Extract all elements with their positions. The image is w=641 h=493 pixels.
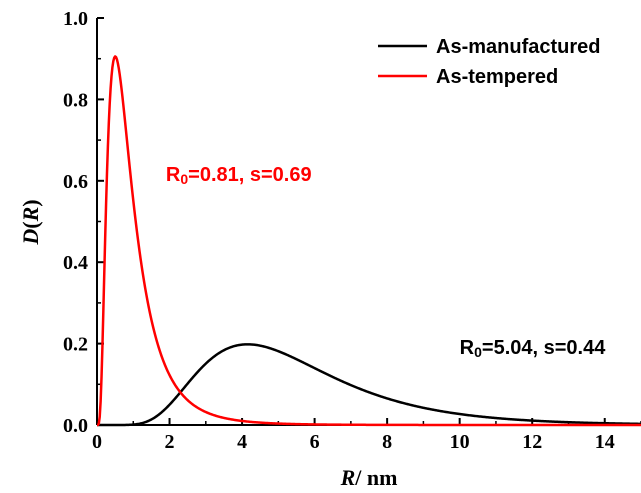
annotation-as-tempered: R0=0.81, s=0.69 [166, 164, 312, 187]
axes [96, 18, 641, 426]
x-tick-label: 14 [595, 431, 615, 453]
y-tick-label: 0.8 [63, 89, 88, 111]
y-axis-ticks: 0.0 0.2 0.4 0.6 0.8 1.0 [63, 8, 104, 437]
y-axis-paren-close: ) [18, 199, 43, 206]
annotations: R0=0.81, s=0.69 R0=5.04, s=0.44 [166, 164, 606, 360]
x-axis-unit: / nm [354, 465, 397, 490]
x-axis-ticks: 0 2 4 6 8 10 12 14 [92, 418, 641, 453]
y-axis-title: D(R) [18, 199, 43, 245]
legend: As-manufactured As-tempered [378, 36, 600, 88]
x-tick-label: 4 [237, 431, 247, 453]
y-axis-paren-open: ( [18, 221, 43, 228]
y-tick-label: 0.6 [63, 171, 88, 193]
y-tick-label: 0.4 [63, 252, 88, 274]
annotation-as-manufactured: R0=5.04, s=0.44 [460, 337, 607, 360]
y-tick-label: 0.0 [63, 415, 88, 437]
x-tick-label: 8 [382, 431, 392, 453]
y-tick-label: 0.2 [63, 334, 88, 356]
x-tick-label: 2 [165, 431, 175, 453]
x-axis-var: R [340, 465, 356, 490]
y-axis-var: D [18, 229, 43, 246]
x-tick-label: 0 [92, 431, 102, 453]
x-tick-label: 10 [450, 431, 470, 453]
y-tick-label: 1.0 [63, 8, 88, 30]
x-axis-title: R/ nm [340, 465, 398, 490]
y-axis-arg: R [18, 207, 43, 223]
plot-lines [96, 55, 641, 427]
x-tick-label: 6 [310, 431, 320, 453]
x-tick-label: 12 [522, 431, 542, 453]
series-line-as-tempered [96, 55, 641, 427]
legend-label-as-manufactured: As-manufactured [436, 36, 600, 58]
series-line-as-manufactured [96, 343, 641, 427]
legend-label-as-tempered: As-tempered [436, 66, 558, 88]
